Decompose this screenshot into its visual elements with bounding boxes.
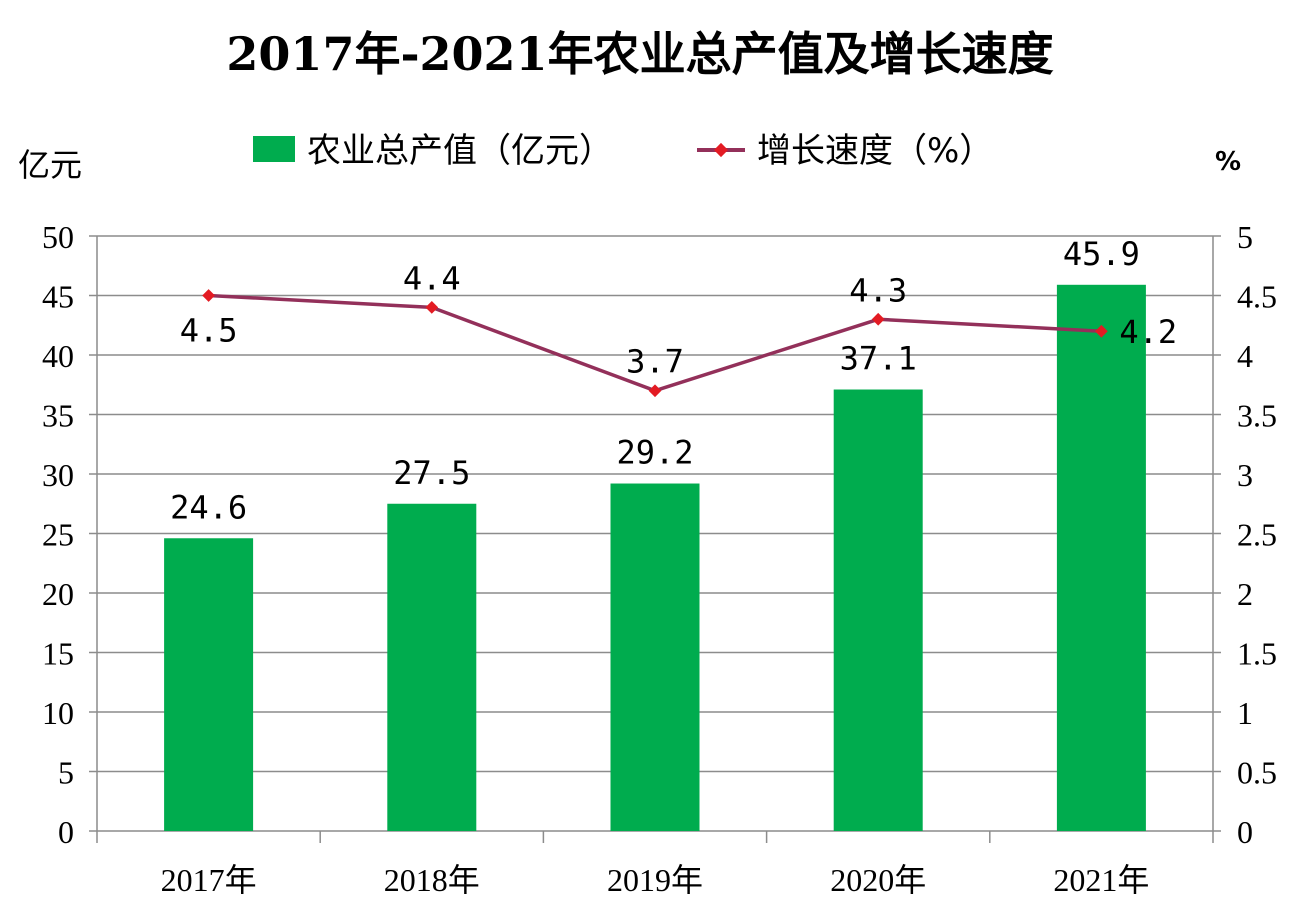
bar bbox=[387, 503, 477, 831]
line-point bbox=[425, 301, 439, 314]
line-value-label: 3.7 bbox=[626, 343, 684, 381]
y-right-tick-label: 1.5 bbox=[1237, 636, 1277, 672]
bar bbox=[610, 483, 700, 831]
y-right-tick-label: 1 bbox=[1237, 695, 1253, 731]
line-point bbox=[871, 312, 885, 326]
chart-title: 2017年-2021年农业总产值及增长速度 bbox=[226, 27, 1053, 81]
data-labels: 24.6 27.5 29.2 37.1 45.9 4.5 4.4 3.7 4.3 4.2 bbox=[170, 235, 1177, 526]
legend-line-label: 增长速度（%） bbox=[757, 131, 993, 171]
legend-bar-label: 农业总产值（亿元） bbox=[307, 131, 613, 171]
bar-value-label: 29.2 bbox=[616, 434, 693, 472]
y-left-tick-label: 35 bbox=[42, 398, 74, 434]
bar-value-label: 45.9 bbox=[1063, 235, 1140, 273]
bar-series bbox=[164, 284, 1146, 831]
line-point bbox=[648, 384, 662, 398]
legend: 农业总产值（亿元） 增长速度（%） bbox=[253, 131, 993, 171]
y-left-tick-label: 15 bbox=[42, 636, 74, 672]
bar-value-label: 37.1 bbox=[840, 340, 917, 378]
y-right-tick-label: 2 bbox=[1237, 576, 1253, 612]
y-left-tick-label: 40 bbox=[42, 338, 74, 374]
y-right-unit: % bbox=[1215, 147, 1241, 177]
line-value-label: 4.3 bbox=[849, 271, 907, 309]
x-tick-label: 2018年 bbox=[384, 862, 480, 898]
legend-bar-swatch bbox=[253, 136, 295, 162]
line-value-label: 4.5 bbox=[180, 312, 238, 350]
x-tick-label: 2017年 bbox=[161, 862, 257, 898]
y-right-tick-label: 5 bbox=[1237, 219, 1253, 255]
y-left-tick-label: 10 bbox=[42, 695, 74, 731]
y-right-tick-label: 3 bbox=[1237, 457, 1253, 493]
line-value-label: 4.4 bbox=[403, 259, 461, 297]
bar-value-label: 27.5 bbox=[393, 454, 470, 492]
legend-line-marker bbox=[713, 142, 729, 158]
y-right-tick-label: 0 bbox=[1237, 814, 1253, 850]
line-value-label: 4.2 bbox=[1119, 313, 1177, 351]
y-left-tick-label: 45 bbox=[42, 279, 74, 315]
axes: 0 5 10 15 20 25 30 35 40 45 50 0 0.5 1 1.5 2 2.5 3 3.5 4 4.5… bbox=[42, 219, 1277, 898]
y-left-unit: 亿元 bbox=[18, 146, 82, 184]
y-left-tick-label: 0 bbox=[58, 814, 74, 850]
bar bbox=[164, 538, 254, 831]
y-right-tick-label: 4 bbox=[1237, 338, 1253, 374]
bar bbox=[833, 389, 923, 831]
y-right-tick-label: 3.5 bbox=[1237, 398, 1277, 434]
y-right-tick-label: 0.5 bbox=[1237, 755, 1277, 791]
line-point bbox=[202, 289, 215, 302]
x-tick-label: 2019年 bbox=[607, 862, 703, 898]
bar-value-label: 24.6 bbox=[170, 488, 247, 526]
y-left-tick-label: 30 bbox=[42, 457, 74, 493]
bar bbox=[1056, 284, 1146, 831]
y-left-tick-label: 5 bbox=[58, 755, 74, 791]
y-left-tick-label: 50 bbox=[42, 219, 74, 255]
y-left-tick-label: 25 bbox=[42, 517, 74, 553]
y-right-tick-label: 4.5 bbox=[1237, 279, 1277, 315]
y-left-tick-label: 20 bbox=[42, 576, 74, 612]
y-right-tick-label: 2.5 bbox=[1237, 517, 1277, 553]
x-tick-label: 2021年 bbox=[1053, 862, 1149, 898]
x-tick-label: 2020年 bbox=[830, 862, 926, 898]
